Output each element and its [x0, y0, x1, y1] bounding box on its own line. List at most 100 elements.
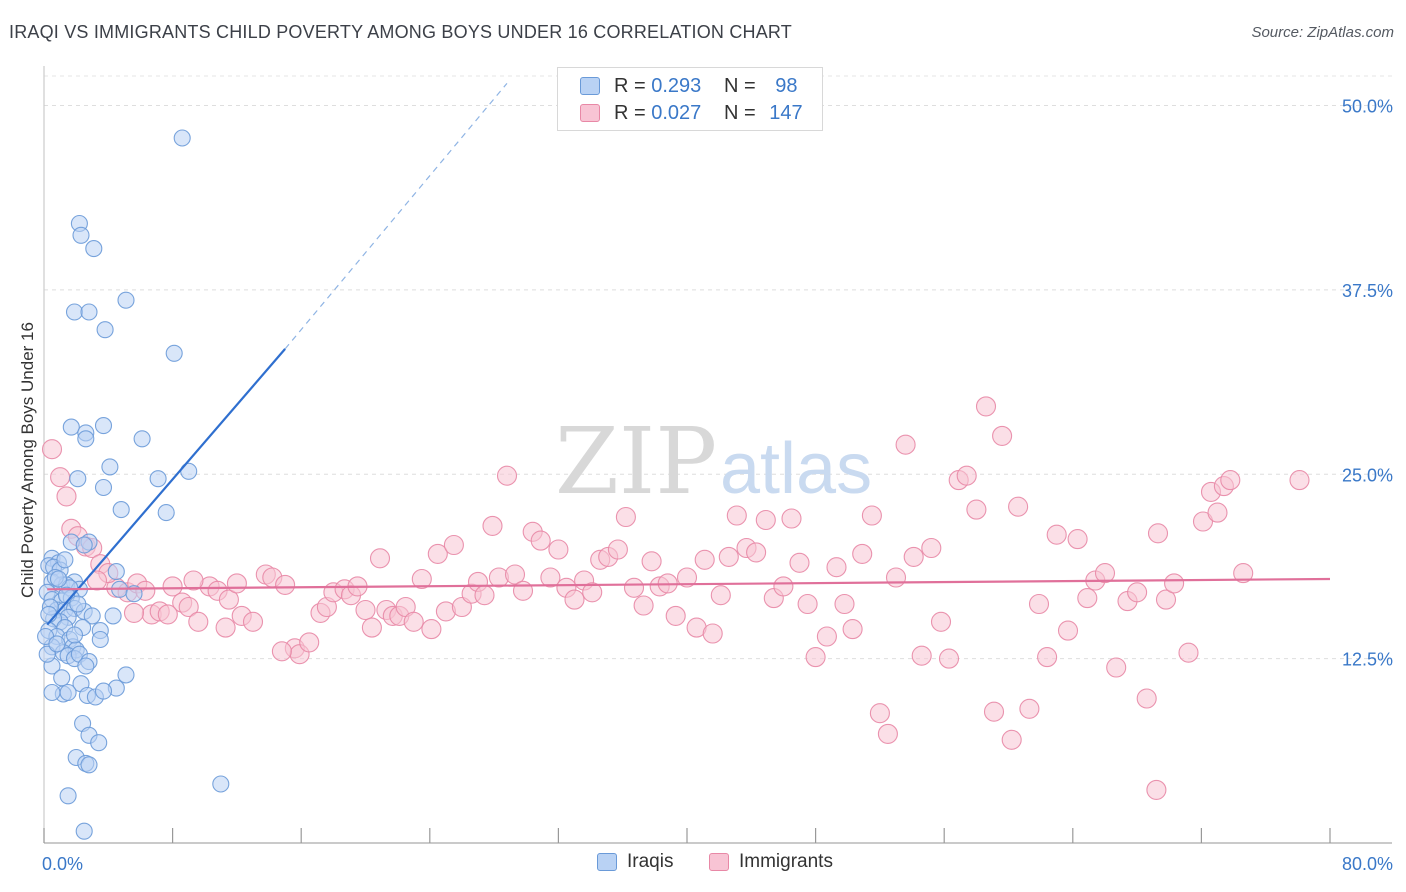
iraqi-point — [75, 822, 93, 840]
trend-lines — [46, 82, 1331, 626]
immigrant-point — [842, 619, 863, 640]
immigrant-point — [1220, 470, 1241, 491]
immigrant-point — [188, 611, 209, 632]
immigrant-point — [816, 626, 837, 647]
immigrant-point — [226, 573, 247, 594]
immigrant-point — [633, 595, 654, 616]
legend-swatch-immigrants — [709, 853, 729, 871]
r-label: R = — [614, 101, 646, 124]
immigrant-point — [641, 551, 662, 572]
immigrant-point — [361, 617, 382, 638]
y-tick-label: 12.5% — [1342, 650, 1393, 670]
immigrant-point — [885, 567, 907, 588]
immigrant-point — [215, 617, 236, 638]
immigrant-point — [789, 552, 810, 573]
immigrant-point — [1192, 511, 1214, 532]
immigrant-point — [852, 543, 873, 564]
immigrant-point — [1146, 779, 1167, 800]
immigrant-point — [983, 701, 1005, 722]
immigrant-point — [694, 549, 715, 570]
immigrant-point — [1127, 582, 1148, 603]
immigrant-point — [271, 641, 292, 662]
n-label: N = — [724, 101, 756, 124]
iraqi-point — [94, 682, 113, 700]
iraqi-point — [65, 303, 84, 321]
iraqi-point — [40, 605, 58, 623]
immigrant-point — [1019, 698, 1040, 719]
iraqi-point — [157, 504, 175, 522]
tick-labels: 12.5% 25.0% 37.5% 50.0% 0.0% 80.0% — [42, 97, 1393, 875]
immigrant-point — [1178, 642, 1199, 663]
y-axis-label: Child Poverty Among Boys Under 16 — [18, 322, 37, 598]
iraqi-point — [59, 683, 77, 702]
immigrant-point — [877, 723, 898, 744]
immigrant-point — [1001, 729, 1022, 750]
immigrant-point — [1164, 573, 1185, 594]
iraqi-point — [69, 595, 87, 613]
immigrant-point — [773, 576, 794, 597]
immigrant-point — [183, 570, 204, 591]
iraqi-point — [104, 607, 122, 625]
immigrant-point — [911, 645, 932, 666]
immigrant-point — [1147, 523, 1169, 544]
immigrant-point — [930, 611, 952, 632]
immigrant-point — [665, 605, 686, 626]
iraqi-point — [83, 607, 101, 625]
legend-n-iraqis: N = 98 — [724, 75, 798, 98]
iraqi-point — [75, 536, 93, 554]
immigrant-point — [1037, 647, 1058, 668]
immigrant-trend-line — [47, 577, 1331, 591]
series-legend: Iraqis Immigrants — [0, 851, 1406, 877]
legend-r-iraqis: R = 0.293 — [614, 75, 724, 98]
immigrant-point — [1046, 524, 1067, 545]
watermark-atlas: atlas — [720, 429, 872, 509]
legend-label-iraqis: Iraqis — [627, 851, 674, 872]
immigrant-point — [746, 542, 767, 563]
immigrant-point — [1106, 657, 1127, 678]
immigrant-point — [956, 465, 977, 486]
n-value: 98 — [775, 74, 798, 97]
immigrant-point — [1136, 688, 1157, 709]
immigrant-point — [869, 703, 890, 724]
x-tick-label-max: 80.0% — [1342, 854, 1393, 874]
iraqi-point — [94, 478, 113, 497]
y-tick-label: 37.5% — [1342, 281, 1393, 301]
immigrant-point — [966, 499, 987, 520]
immigrant-point — [1207, 502, 1228, 523]
immigrant-point — [781, 508, 802, 529]
legend-item-immigrants[interactable]: Immigrants — [709, 851, 833, 873]
immigrant-point — [805, 647, 826, 668]
immigrant-point — [975, 396, 997, 417]
immigrant-point — [607, 539, 628, 560]
immigrant-point — [1067, 529, 1088, 550]
immigrant-point — [702, 623, 723, 644]
immigrant-point — [548, 539, 569, 560]
iraqi-point — [65, 626, 84, 644]
y-tick-label: 25.0% — [1342, 465, 1393, 485]
r-label: R = — [614, 74, 646, 97]
immigrant-point — [530, 530, 551, 551]
immigrant-point — [1094, 563, 1116, 584]
immigrant-point — [162, 576, 183, 597]
iraqi-point — [43, 683, 61, 702]
x-tick-label-min: 0.0% — [42, 854, 83, 874]
iraqi-point — [62, 418, 80, 436]
immigrant-point — [496, 465, 518, 486]
immigrant-point — [540, 567, 561, 588]
immigrant-point — [826, 557, 847, 578]
legend-item-iraqis[interactable]: Iraqis — [597, 851, 673, 873]
iraqi-point — [56, 551, 74, 569]
immigrant-point — [797, 593, 818, 615]
legend-swatch-iraqis — [597, 853, 617, 871]
immigrant-point — [242, 611, 264, 632]
immigrant-point — [903, 546, 924, 567]
immigrant-point — [582, 582, 603, 603]
immigrant-point — [718, 546, 739, 567]
iraqi-point — [96, 321, 114, 339]
immigrant-point — [299, 632, 320, 653]
iraqi-point — [69, 470, 87, 488]
immigrant-point — [710, 585, 731, 606]
legend-label-immigrants: Immigrants — [739, 851, 833, 872]
immigrant-point — [1008, 496, 1029, 517]
